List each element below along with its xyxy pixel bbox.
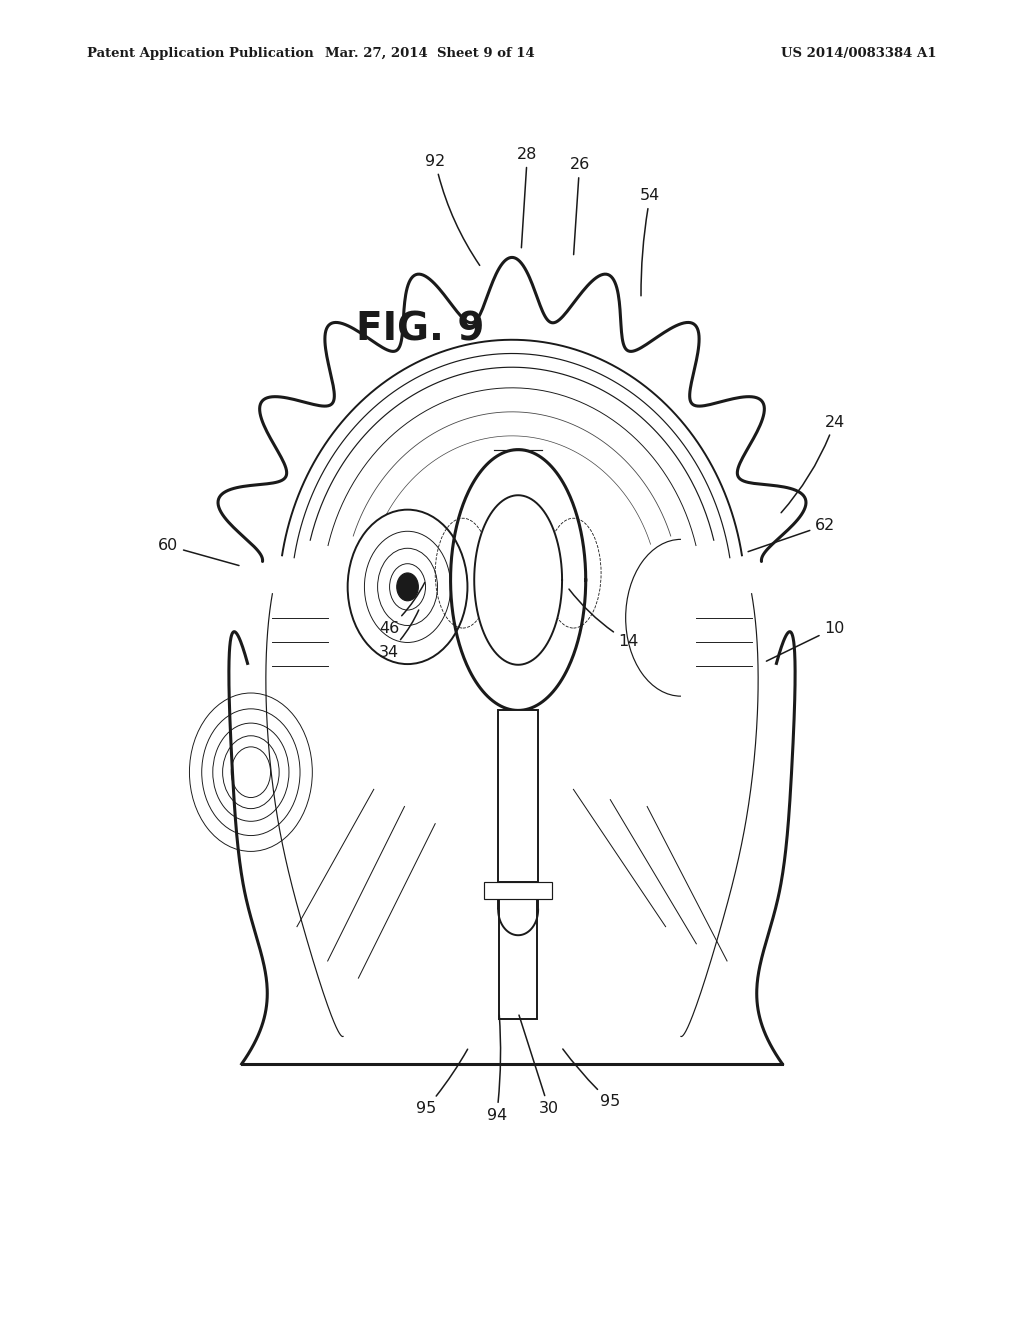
Text: 95: 95 [563,1049,621,1109]
Polygon shape [474,495,562,665]
Text: 14: 14 [569,589,639,649]
Polygon shape [498,909,539,935]
Text: Patent Application Publication: Patent Application Publication [87,46,313,59]
Text: 54: 54 [640,189,660,296]
Bar [499,882,538,1019]
Text: 10: 10 [766,620,845,661]
Polygon shape [451,450,586,710]
Text: 94: 94 [486,1015,507,1123]
Text: US 2014/0083384 A1: US 2014/0083384 A1 [781,46,937,59]
Text: 60: 60 [158,539,239,565]
Text: 30: 30 [519,1015,559,1115]
Text: 46: 46 [379,582,425,635]
Text: 28: 28 [517,147,538,248]
Circle shape [348,510,467,664]
Text: FIG. 9: FIG. 9 [355,310,484,348]
Circle shape [396,573,419,601]
Text: 26: 26 [569,157,590,255]
Text: 34: 34 [379,610,419,660]
Text: 62: 62 [749,517,836,552]
Text: 92: 92 [425,154,479,265]
Bar [484,882,552,899]
Text: 24: 24 [781,414,845,512]
Text: 95: 95 [416,1049,468,1115]
Bar [498,710,539,909]
Text: Mar. 27, 2014  Sheet 9 of 14: Mar. 27, 2014 Sheet 9 of 14 [326,46,535,59]
